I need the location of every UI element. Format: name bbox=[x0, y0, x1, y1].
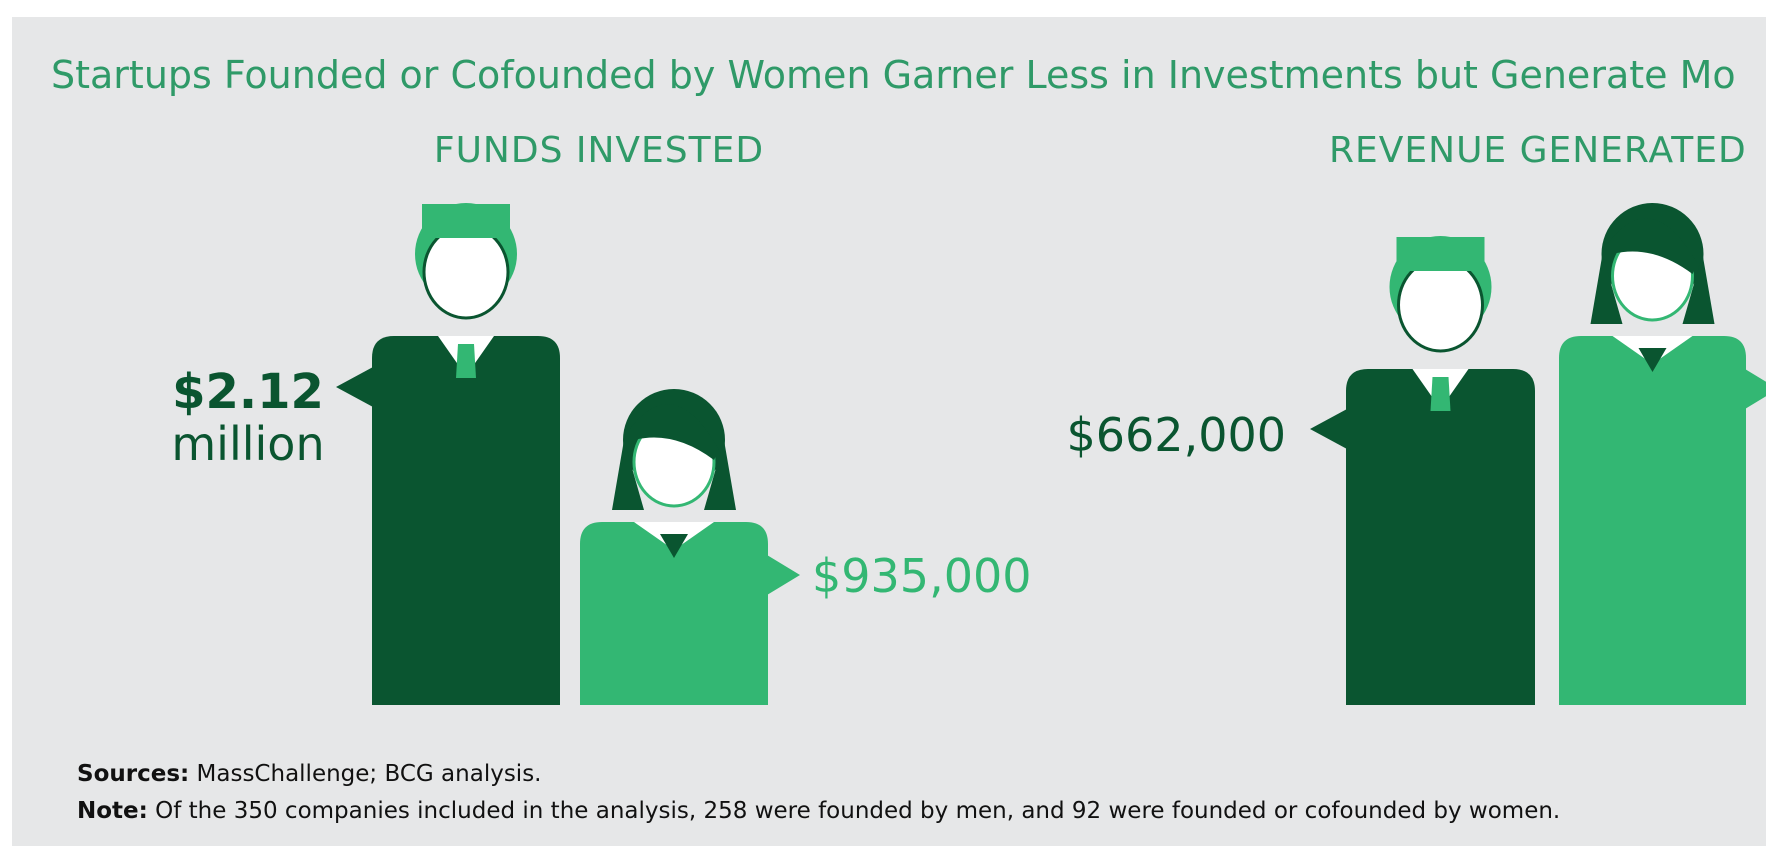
tie bbox=[456, 344, 476, 378]
hair-fringe bbox=[1397, 237, 1485, 271]
note-text: Of the 350 companies included in the ana… bbox=[155, 798, 1560, 824]
note-label: Note: bbox=[77, 798, 148, 824]
tie bbox=[1431, 377, 1451, 411]
panel-title: FUNDS INVESTED bbox=[434, 130, 764, 171]
sources: Sources: MassChallenge; BCG analysis. bbox=[77, 761, 542, 787]
panel-title: REVENUE GENERATED bbox=[1329, 130, 1747, 171]
body bbox=[1559, 336, 1746, 705]
infographic: Startups Founded or Cofounded by Women G… bbox=[0, 0, 1766, 846]
face bbox=[1399, 259, 1483, 351]
hair-fringe bbox=[422, 204, 510, 238]
sources-text: MassChallenge; BCG analysis. bbox=[197, 761, 542, 787]
value-label: $935,000 bbox=[812, 549, 1032, 603]
sources-label: Sources: bbox=[77, 761, 189, 787]
face bbox=[424, 226, 508, 318]
note: Note: Of the 350 companies included in t… bbox=[77, 798, 1560, 824]
value-label: $662,000 bbox=[1067, 408, 1287, 462]
value-label: $2.12 bbox=[172, 364, 324, 420]
body bbox=[1346, 369, 1535, 705]
value-label: million bbox=[171, 417, 324, 471]
body bbox=[372, 336, 560, 705]
title: Startups Founded or Cofounded by Women G… bbox=[51, 53, 1736, 97]
